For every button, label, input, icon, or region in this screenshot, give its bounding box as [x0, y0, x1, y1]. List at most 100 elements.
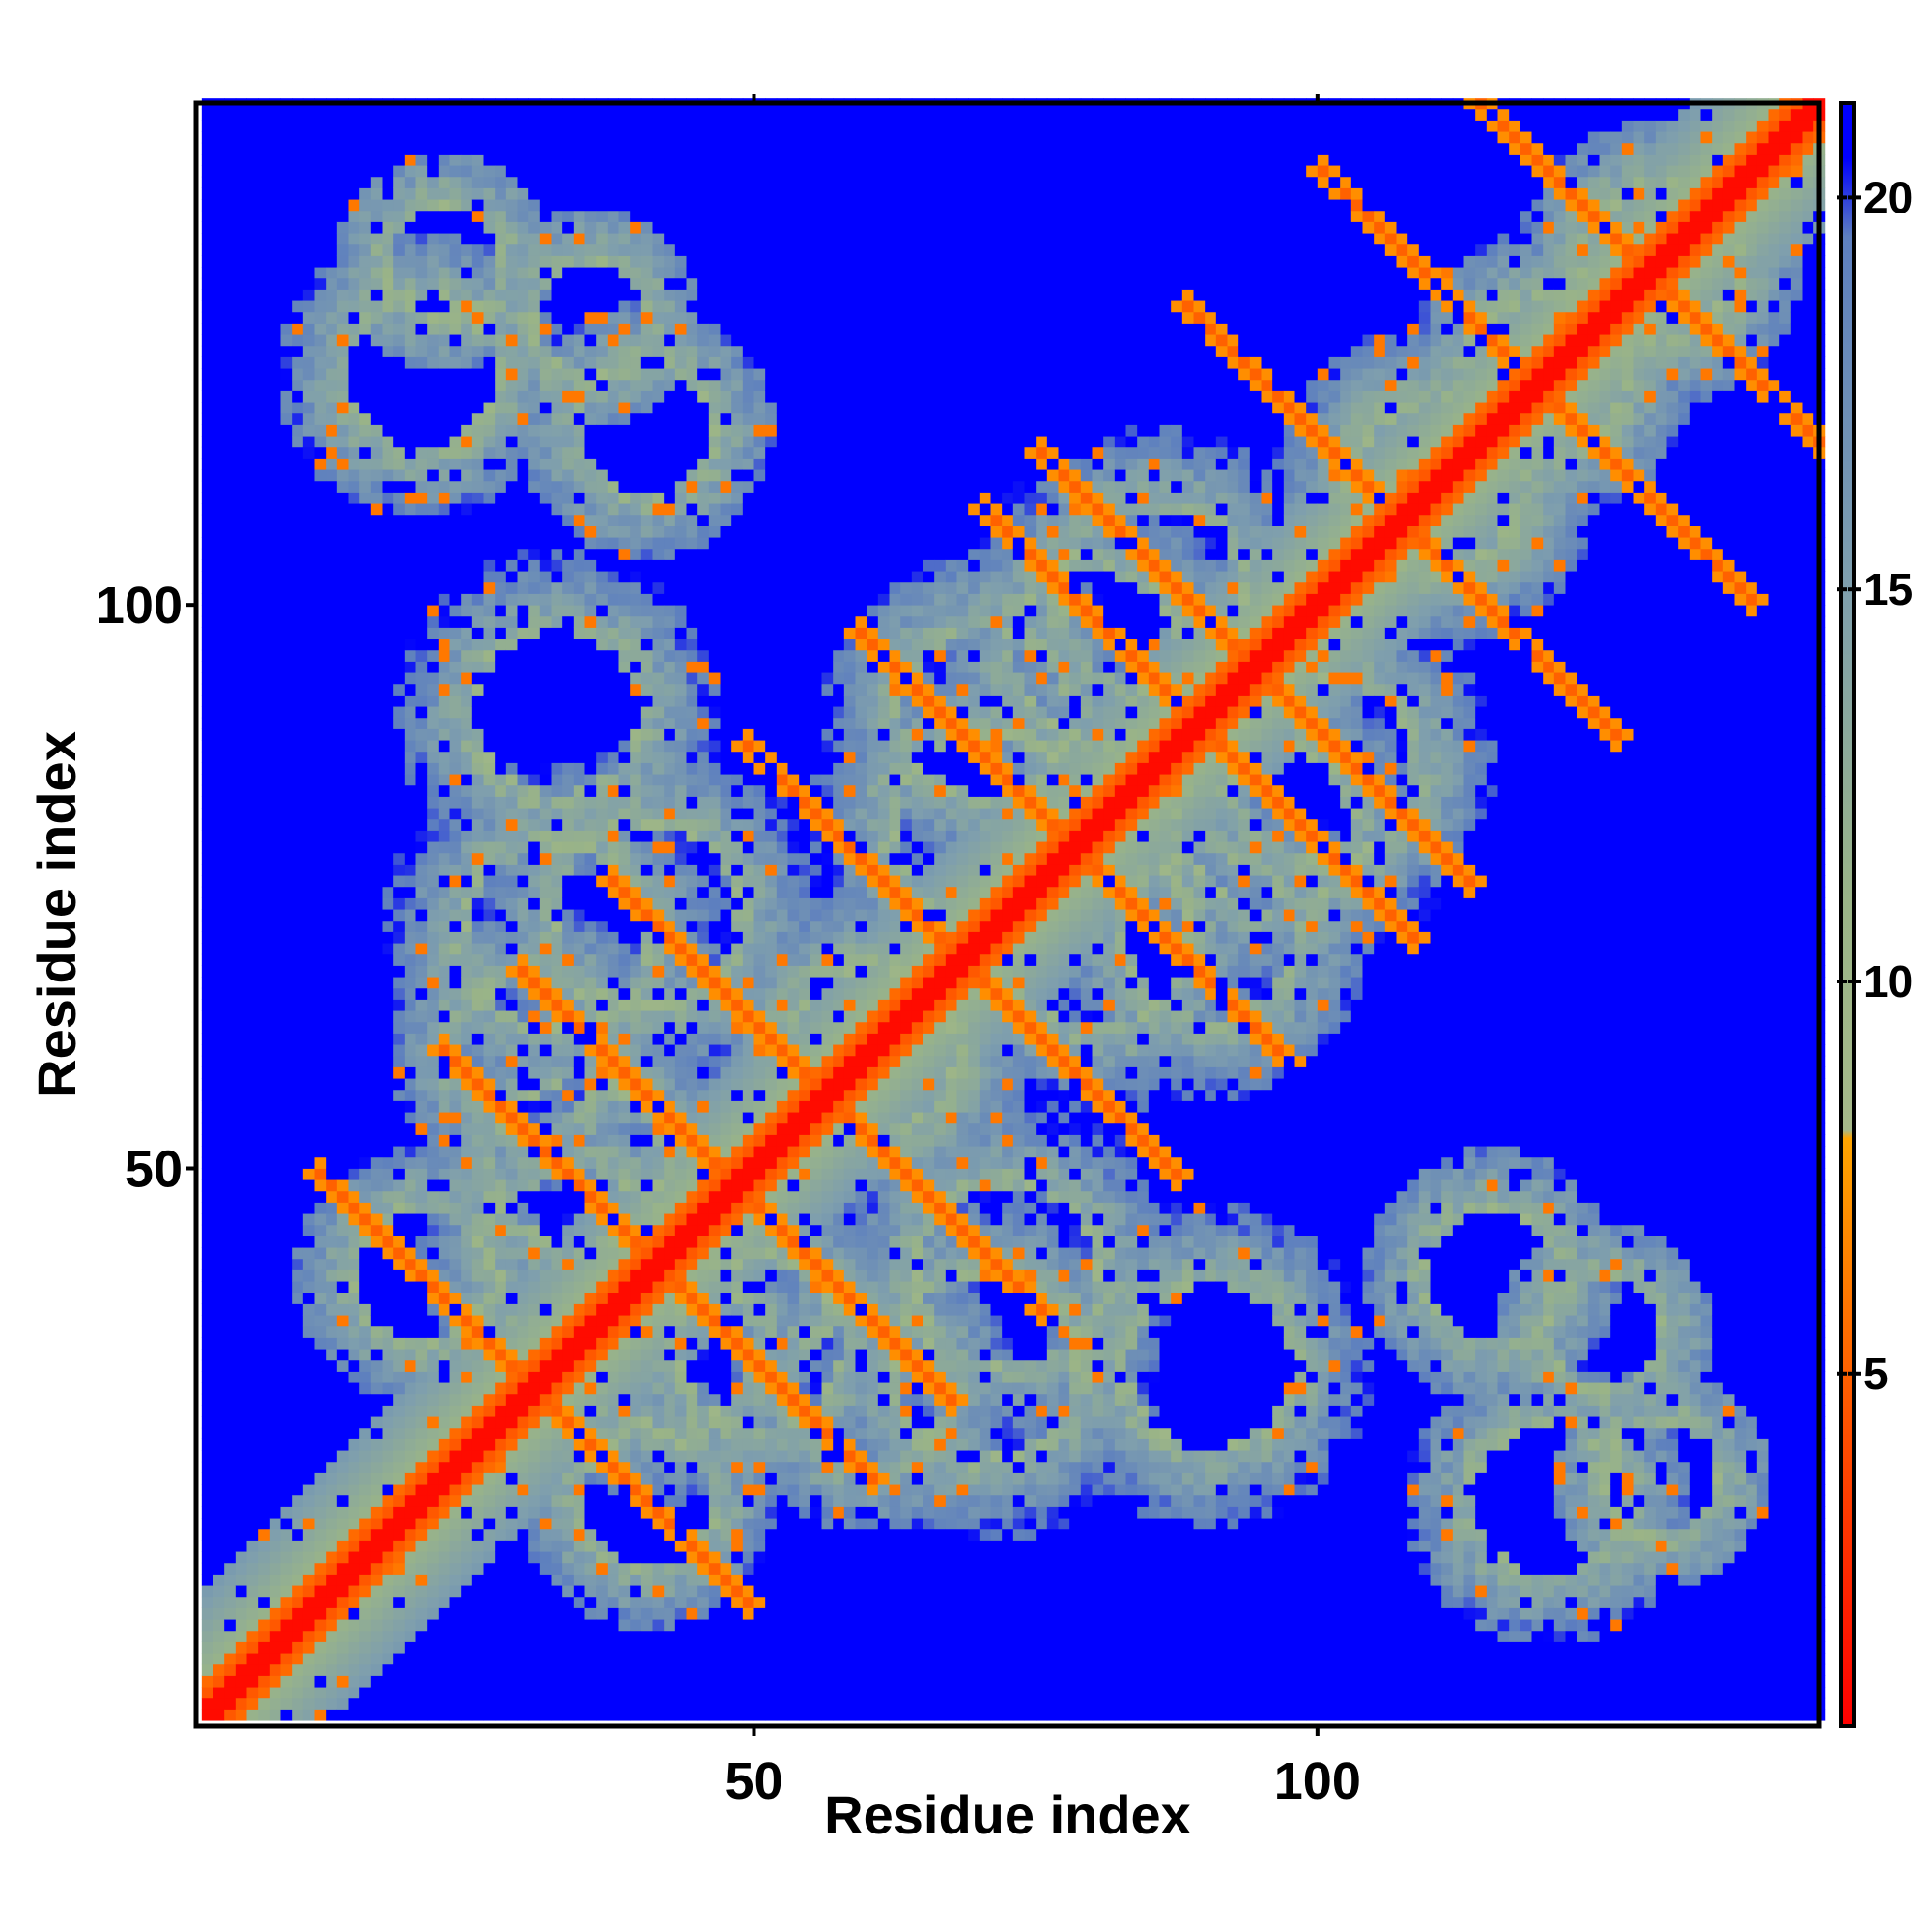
heatmap-cell: [382, 1146, 394, 1158]
heatmap-cell: [404, 1585, 416, 1598]
heatmap-cell: [495, 1089, 507, 1101]
heatmap-cell: [438, 1574, 450, 1586]
heatmap-cell: [280, 852, 293, 865]
heatmap-cell: [528, 1472, 541, 1485]
heatmap-cell: [201, 233, 213, 245]
heatmap-cell: [280, 649, 293, 662]
heatmap-cell: [471, 1675, 484, 1688]
heatmap-cell: [573, 1675, 585, 1688]
heatmap-cell: [269, 1190, 281, 1203]
heatmap-cell: [213, 1663, 225, 1676]
heatmap-cell: [528, 243, 541, 256]
heatmap-cell: [438, 818, 450, 831]
heatmap-cell: [562, 379, 575, 391]
heatmap-cell: [348, 187, 360, 200]
heatmap-cell: [224, 402, 237, 414]
heatmap-cell: [348, 897, 360, 910]
heatmap-cell: [269, 1461, 281, 1473]
heatmap-cell: [235, 1281, 247, 1293]
heatmap-cell: [404, 165, 416, 178]
heatmap-cell: [292, 548, 304, 560]
heatmap-cell: [370, 1427, 383, 1439]
heatmap-cell: [370, 289, 383, 301]
heatmap-cell: [528, 661, 541, 673]
heatmap-cell: [302, 458, 315, 470]
heatmap-cell: [292, 1146, 304, 1158]
heatmap-cell: [495, 1641, 507, 1654]
heatmap-cell: [348, 1427, 360, 1439]
heatmap-cell: [382, 559, 394, 572]
heatmap-cell: [280, 672, 293, 685]
heatmap-cell: [551, 1134, 563, 1147]
heatmap-cell: [404, 1122, 416, 1135]
heatmap-cell: [528, 503, 541, 516]
heatmap-cell: [495, 706, 507, 719]
heatmap-cell: [359, 199, 372, 212]
heatmap-cell: [483, 233, 496, 245]
heatmap-cell: [213, 818, 225, 831]
heatmap-cell: [280, 559, 293, 572]
heatmap-cell: [280, 1405, 293, 1417]
heatmap-cell: [461, 1641, 473, 1654]
heatmap-cell: [539, 334, 552, 347]
heatmap-cell: [449, 1619, 462, 1632]
heatmap-cell: [449, 368, 462, 381]
heatmap-cell: [370, 762, 383, 775]
heatmap-cell: [382, 639, 394, 651]
heatmap-cell: [302, 1078, 315, 1091]
heatmap-cell: [326, 717, 338, 729]
heatmap-cell: [415, 1078, 428, 1091]
heatmap-cell: [427, 277, 440, 290]
heatmap-cell: [393, 345, 406, 357]
heatmap-cell: [471, 1247, 484, 1260]
heatmap-cell: [415, 683, 428, 696]
heatmap-cell: [359, 605, 372, 617]
heatmap-cell: [382, 537, 394, 550]
heatmap-cell: [235, 1630, 247, 1642]
heatmap-cell: [551, 774, 563, 786]
heatmap-cell: [461, 740, 473, 753]
heatmap-cell: [573, 1100, 585, 1113]
heatmap-cell: [336, 774, 349, 786]
heatmap-cell: [382, 830, 394, 842]
heatmap-cell: [539, 176, 552, 188]
heatmap-cell: [584, 1325, 597, 1338]
heatmap-cell: [471, 1427, 484, 1439]
heatmap-cell: [551, 751, 563, 763]
heatmap-cell: [348, 379, 360, 391]
heatmap-cell: [213, 1506, 225, 1519]
heatmap-cell: [224, 728, 237, 741]
heatmap-cell: [573, 514, 585, 526]
heatmap-cell: [302, 480, 315, 493]
heatmap-cell: [280, 289, 293, 301]
heatmap-cell: [539, 1202, 552, 1214]
heatmap-cell: [314, 108, 327, 121]
heatmap-cell: [382, 221, 394, 234]
heatmap-cell: [404, 1484, 416, 1496]
heatmap-cell: [517, 210, 529, 222]
heatmap-cell: [562, 436, 575, 448]
heatmap-cell: [382, 695, 394, 707]
heatmap-cell: [213, 311, 225, 324]
heatmap-cell: [573, 1405, 585, 1417]
heatmap-cell: [539, 639, 552, 651]
heatmap-cell: [562, 818, 575, 831]
heatmap-cell: [314, 492, 327, 504]
heatmap-cell: [404, 1450, 416, 1463]
heatmap-cell: [483, 1371, 496, 1383]
heatmap-cell: [483, 1630, 496, 1642]
heatmap-cell: [461, 368, 473, 381]
heatmap-cell: [348, 1494, 360, 1507]
heatmap-cell: [235, 311, 247, 324]
heatmap-cell: [505, 300, 518, 313]
heatmap-cell: [551, 1168, 563, 1180]
heatmap-cell: [584, 1010, 597, 1023]
heatmap-cell: [370, 345, 383, 357]
heatmap-cell: [393, 1551, 406, 1564]
heatmap-cell: [269, 605, 281, 617]
heatmap-cell: [449, 255, 462, 268]
heatmap-cell: [326, 187, 338, 200]
heatmap-cell: [224, 243, 237, 256]
heatmap-cell: [326, 1574, 338, 1586]
heatmap-cell: [314, 1337, 327, 1350]
